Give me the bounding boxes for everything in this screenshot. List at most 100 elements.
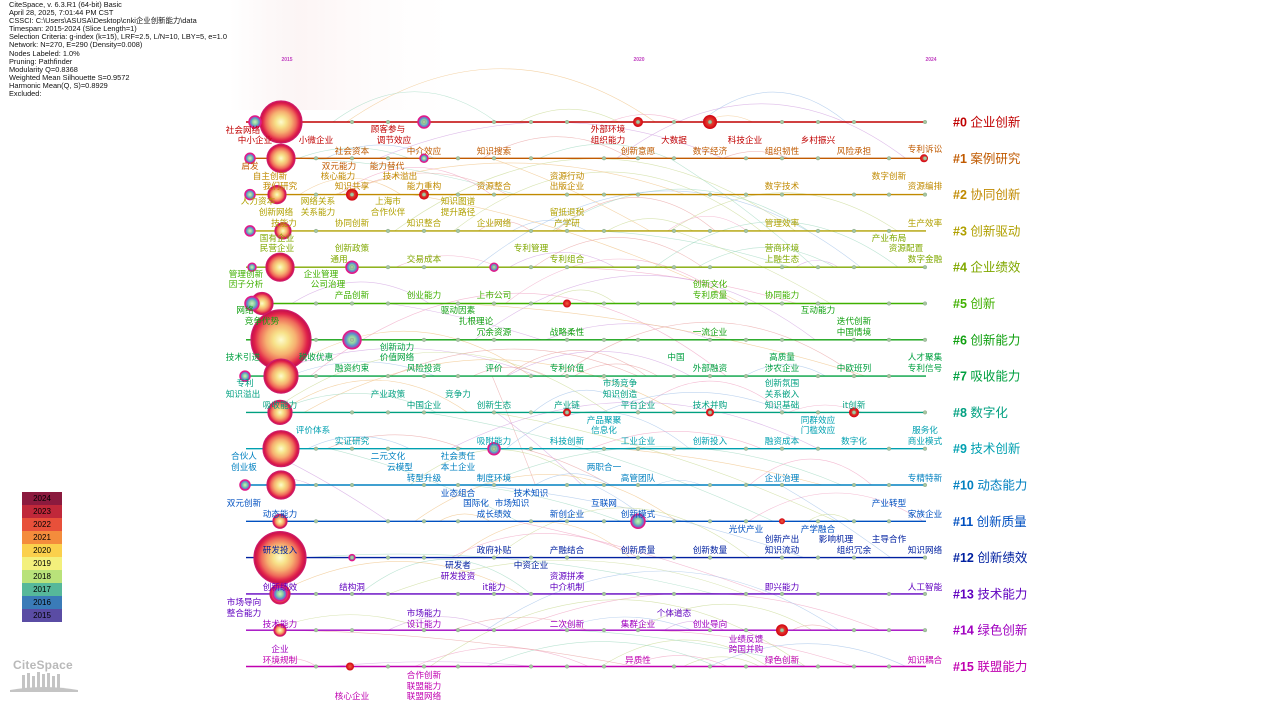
keyword-node[interactable]	[852, 628, 857, 633]
keyword-node[interactable]	[386, 119, 391, 124]
keyword-node[interactable]	[272, 513, 288, 529]
keyword-node[interactable]	[923, 156, 928, 161]
keyword-node[interactable]	[314, 446, 319, 451]
keyword-node[interactable]	[602, 337, 607, 342]
cluster-label[interactable]: #2 协同创新	[953, 187, 1020, 202]
keyword-node[interactable]	[602, 483, 607, 488]
keyword-node[interactable]	[708, 483, 713, 488]
keyword-node[interactable]	[708, 664, 713, 669]
keyword-node[interactable]	[422, 555, 427, 560]
keyword-node[interactable]	[422, 228, 427, 233]
keyword-node[interactable]	[272, 586, 288, 602]
keyword-node[interactable]	[529, 228, 534, 233]
keyword-node[interactable]	[350, 483, 355, 488]
keyword-node[interactable]	[456, 664, 461, 669]
keyword-node[interactable]	[708, 628, 713, 633]
cluster-label[interactable]: #11 创新质量	[953, 514, 1027, 529]
cluster-label[interactable]: #4 企业绩效	[953, 260, 1021, 275]
keyword-node[interactable]	[672, 156, 677, 161]
keyword-node[interactable]	[887, 228, 892, 233]
keyword-node[interactable]	[492, 337, 497, 342]
keyword-node[interactable]	[887, 374, 892, 379]
keyword-node[interactable]	[314, 156, 319, 161]
keyword-node[interactable]	[456, 591, 461, 596]
keyword-node[interactable]	[744, 483, 749, 488]
keyword-node[interactable]	[456, 192, 461, 197]
keyword-node[interactable]	[456, 446, 461, 451]
keyword-node[interactable]	[386, 156, 391, 161]
keyword-node[interactable]	[529, 591, 534, 596]
keyword-node[interactable]	[708, 265, 713, 270]
keyword-node[interactable]	[350, 555, 355, 560]
keyword-node[interactable]	[274, 222, 292, 240]
keyword-node[interactable]	[602, 301, 607, 306]
keyword-node[interactable]	[350, 192, 355, 197]
keyword-node[interactable]	[529, 664, 534, 669]
keyword-node[interactable]	[708, 192, 713, 197]
keyword-node[interactable]	[672, 591, 677, 596]
keyword-node[interactable]	[630, 513, 646, 530]
keyword-node[interactable]	[672, 555, 677, 560]
keyword-node[interactable]	[744, 628, 749, 633]
keyword-node[interactable]	[314, 664, 319, 669]
keyword-node[interactable]	[350, 410, 355, 415]
keyword-node[interactable]	[672, 301, 677, 306]
keyword-node[interactable]	[816, 591, 821, 596]
keyword-node[interactable]	[386, 301, 391, 306]
keyword-node[interactable]	[456, 228, 461, 233]
keyword-node[interactable]	[456, 374, 461, 379]
keyword-node[interactable]	[248, 115, 262, 129]
keyword-node[interactable]	[816, 555, 821, 560]
keyword-node[interactable]	[492, 628, 497, 633]
keyword-node[interactable]	[672, 410, 677, 415]
cluster-label[interactable]: #9 技术创新	[953, 441, 1020, 456]
keyword-node[interactable]	[602, 374, 607, 379]
keyword-node[interactable]	[563, 299, 571, 308]
keyword-node[interactable]	[529, 156, 534, 161]
keyword-node[interactable]	[708, 374, 713, 379]
keyword-node[interactable]	[422, 192, 427, 197]
keyword-node[interactable]	[923, 591, 928, 596]
keyword-node[interactable]	[565, 555, 570, 560]
keyword-node[interactable]	[923, 555, 928, 560]
keyword-node[interactable]	[744, 156, 749, 161]
keyword-node[interactable]	[816, 410, 821, 415]
keyword-node[interactable]	[422, 664, 427, 669]
keyword-node[interactable]	[314, 228, 319, 233]
keyword-node[interactable]	[314, 301, 319, 306]
keyword-node[interactable]	[565, 228, 570, 233]
keyword-node[interactable]	[314, 483, 319, 488]
cluster-label[interactable]: #10 动态能力	[953, 478, 1027, 493]
keyword-node[interactable]	[672, 374, 677, 379]
keyword-node[interactable]	[744, 337, 749, 342]
keyword-node[interactable]	[852, 664, 857, 669]
keyword-node[interactable]	[350, 337, 355, 342]
keyword-node[interactable]	[492, 483, 497, 488]
keyword-node[interactable]	[386, 555, 391, 560]
keyword-node[interactable]	[267, 399, 293, 425]
keyword-node[interactable]	[244, 188, 256, 201]
keyword-node[interactable]	[265, 252, 295, 282]
keyword-node[interactable]	[267, 185, 287, 205]
keyword-node[interactable]	[565, 519, 570, 524]
keyword-node[interactable]	[386, 228, 391, 233]
keyword-node[interactable]	[780, 301, 785, 306]
keyword-node[interactable]	[422, 483, 427, 488]
keyword-node[interactable]	[923, 410, 928, 415]
keyword-node[interactable]	[852, 519, 857, 524]
keyword-node[interactable]	[350, 265, 355, 270]
keyword-node[interactable]	[780, 410, 785, 415]
keyword-node[interactable]	[887, 337, 892, 342]
keyword-node[interactable]	[350, 156, 355, 161]
keyword-node[interactable]	[314, 628, 319, 633]
keyword-node[interactable]	[672, 664, 677, 669]
keyword-node[interactable]	[636, 555, 641, 560]
keyword-node[interactable]	[386, 664, 391, 669]
keyword-node[interactable]	[565, 628, 570, 633]
keyword-node[interactable]	[422, 628, 427, 633]
keyword-node[interactable]	[780, 119, 785, 124]
keyword-node[interactable]	[565, 374, 570, 379]
keyword-node[interactable]	[636, 192, 641, 197]
keyword-node[interactable]	[422, 410, 427, 415]
keyword-node[interactable]	[887, 192, 892, 197]
